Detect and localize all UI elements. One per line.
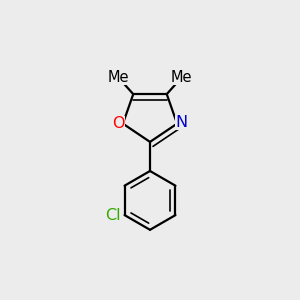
Text: Me: Me bbox=[170, 70, 192, 85]
Text: Cl: Cl bbox=[105, 208, 121, 223]
Text: O: O bbox=[112, 116, 124, 131]
Text: N: N bbox=[176, 115, 188, 130]
Text: Me: Me bbox=[108, 70, 130, 85]
